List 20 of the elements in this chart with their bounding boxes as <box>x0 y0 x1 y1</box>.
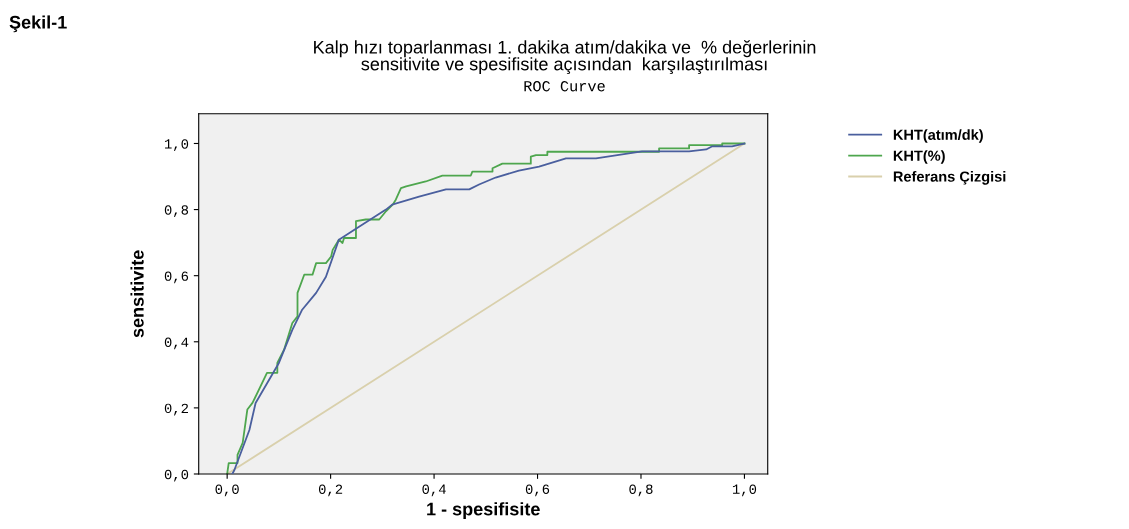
y-tick-label: 0,2 <box>164 403 188 416</box>
y-tick-label: 0,6 <box>164 271 189 284</box>
x-tick-label: 0,0 <box>215 484 239 497</box>
x-axis-title: 1 - spesifisite <box>427 502 540 520</box>
x-tick-label: 1,0 <box>732 484 757 497</box>
y-tick-label: 1,0 <box>164 139 189 151</box>
text: Şekil-1 <box>9 15 67 33</box>
x-tick-label: 0,2 <box>318 484 343 497</box>
x-tick-label: 0,4 <box>422 484 446 497</box>
chart-subtitle: ROC Curve <box>524 81 605 92</box>
chart-title: Kalp hızı toparlanması 1. dakika atım/dakika ve % değerlerinin sensitivite ve spesifisite açısından karşılaştırılması <box>314 40 816 75</box>
y-tick-label: 0,8 <box>164 205 189 218</box>
legend-label: KHT(%) <box>893 150 945 164</box>
legend-label: Referans Çizgisi <box>893 171 1006 185</box>
legend-label: KHT(atım/dk) <box>893 129 983 143</box>
y-tick-label: 0,0 <box>164 469 189 482</box>
x-tick-label: 0,6 <box>525 484 550 497</box>
y-tick-label: 0,4 <box>164 337 189 350</box>
x-tick-label: 0,8 <box>629 484 653 497</box>
y-axis-title: sensitivite <box>130 250 144 338</box>
